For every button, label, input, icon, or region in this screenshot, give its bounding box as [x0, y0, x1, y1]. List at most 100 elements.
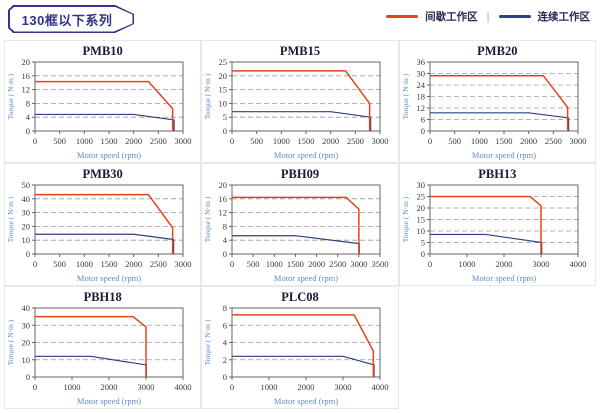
y-tick-label: 40 [22, 305, 31, 313]
series-continuous [429, 233, 543, 254]
x-tick-label: 0 [33, 136, 37, 146]
chart-cell-PLC08: PLC08 0 2 4 6 8 0 1000 2000 3000 4000 Torque ( N·m … [201, 286, 399, 409]
x-axis-label: Motor speed (rpm) [472, 150, 536, 160]
x-tick-label: 1500 [287, 259, 304, 269]
legend-label-intermittent: 间歇工作区 [425, 11, 478, 23]
x-tick-label: 2000 [101, 382, 118, 392]
y-tick-label: 0 [223, 372, 227, 382]
y-tick-label: 20 [22, 221, 31, 231]
y-tick-label: 10 [416, 226, 425, 236]
charts-grid: PMB10 0 4 8 12 16 20 0 500 1000 1500 2000 2500 3000 To… [4, 40, 596, 409]
y-tick-label: 10 [219, 98, 228, 108]
y-tick-label: 40 [22, 194, 31, 204]
series-intermittent [35, 80, 174, 131]
x-tick-label: 3000 [351, 259, 368, 269]
x-tick-label: 0 [230, 136, 234, 146]
y-axis-label: Torque ( N·m ) [203, 319, 212, 365]
x-tick-label: 3000 [372, 136, 389, 146]
y-tick-label: 30 [22, 320, 31, 330]
x-tick-label: 2500 [150, 259, 167, 269]
y-tick-label: 20 [416, 203, 425, 213]
y-tick-label: 0 [26, 126, 30, 136]
series-title-tag: 130框以下系列 [8, 5, 134, 33]
y-tick-label: 0 [223, 249, 227, 259]
legend-label-continuous: 连续工作区 [537, 11, 591, 23]
x-tick-label: 2000 [125, 259, 142, 269]
y-tick-label: 20 [22, 59, 31, 67]
y-tick-label: 36 [416, 59, 425, 67]
x-tick-label: 4000 [372, 382, 389, 392]
x-tick-label: 0 [230, 259, 234, 269]
y-tick-label: 0 [26, 372, 30, 382]
plot-border [231, 61, 381, 132]
x-tick-label: 3000 [569, 136, 586, 146]
y-tick-label: 16 [22, 71, 31, 81]
x-axis-label: Motor speed (rpm) [77, 150, 141, 160]
legend-separator: | [486, 10, 490, 23]
x-tick-label: 3000 [335, 382, 352, 392]
y-tick-label: 6 [223, 320, 227, 330]
x-tick-label: 1000 [471, 136, 488, 146]
y-tick-label: 4 [223, 338, 228, 348]
y-tick-label: 12 [416, 103, 425, 113]
x-tick-label: 2500 [330, 259, 347, 269]
y-tick-label: 15 [416, 215, 425, 225]
x-tick-label: 2000 [520, 136, 537, 146]
y-tick-label: 0 [421, 126, 425, 136]
series-intermittent [232, 196, 361, 254]
x-tick-label: 2000 [309, 259, 326, 269]
chart-title: PMB20 [477, 44, 518, 58]
y-tick-label: 8 [223, 221, 227, 231]
y-tick-label: 15 [219, 85, 228, 95]
intermittent-line-swatch [386, 14, 419, 19]
y-tick-label: 10 [22, 235, 31, 245]
x-tick-label: 1000 [266, 259, 283, 269]
series-continuous [35, 113, 175, 131]
y-tick-label: 8 [223, 305, 227, 313]
chart-plot-PMB10: 0 4 8 12 16 20 0 500 1000 1500 2000 2500 3000 Torque … [6, 59, 192, 160]
y-tick-label: 20 [219, 71, 228, 81]
chart-plot-PBH18: 0 10 20 30 40 0 1000 2000 3000 4000 Torque ( N·m )… [6, 305, 192, 406]
y-axis-label: Torque ( N·m ) [401, 73, 410, 119]
x-axis-label: Motor speed (rpm) [77, 273, 141, 283]
x-tick-label: 0 [33, 382, 37, 392]
x-tick-label: 2000 [298, 382, 315, 392]
x-axis-label: Motor speed (rpm) [274, 273, 338, 283]
legend: 间歇工作区 | 连续工作区 [386, 9, 590, 24]
chart-title: PBH18 [83, 290, 122, 304]
empty-cell [398, 286, 596, 409]
chart-title: PBH09 [280, 167, 320, 181]
y-tick-label: 50 [22, 182, 31, 190]
x-tick-label: 500 [53, 136, 66, 146]
y-tick-label: 2 [223, 355, 227, 365]
y-tick-label: 20 [22, 338, 31, 348]
chart-title: PMB30 [82, 167, 123, 181]
x-tick-label: 2500 [347, 136, 364, 146]
x-tick-label: 500 [251, 136, 264, 146]
y-tick-label: 5 [223, 112, 227, 122]
chart-cell-PMB30: PMB30 0 10 20 30 40 50 0 500 1000 1500 2000 2500 3000… [4, 163, 202, 286]
x-tick-label: 1500 [101, 259, 118, 269]
series-intermittent [35, 315, 147, 377]
y-tick-label: 18 [416, 92, 425, 102]
y-tick-label: 16 [219, 194, 228, 204]
chart-cell-PBH09: PBH09 0 4 8 12 16 20 0 500 1000 1500 2000 2500 3000 35… [201, 163, 399, 286]
y-tick-label: 0 [421, 249, 425, 259]
chart-plot-PMB15: 0 5 10 15 20 25 0 500 1000 1500 2000 2500 3000 Torque… [203, 59, 389, 160]
x-tick-label: 1000 [76, 136, 93, 146]
x-tick-label: 1000 [64, 382, 81, 392]
x-tick-label: 3000 [138, 382, 155, 392]
y-tick-label: 30 [416, 182, 425, 190]
chart-plot-PBH09: 0 4 8 12 16 20 0 500 1000 1500 2000 2500 3000 3500 Tor… [203, 182, 389, 283]
x-tick-label: 1000 [458, 259, 475, 269]
x-tick-label: 1500 [101, 136, 118, 146]
y-tick-label: 24 [416, 80, 425, 90]
y-axis-label: Torque ( N·m ) [401, 196, 410, 242]
x-tick-label: 1000 [273, 136, 290, 146]
series-intermittent [429, 75, 569, 131]
y-tick-label: 30 [416, 69, 425, 79]
y-tick-label: 0 [223, 126, 227, 136]
y-axis-label: Torque ( N·m ) [6, 73, 15, 119]
